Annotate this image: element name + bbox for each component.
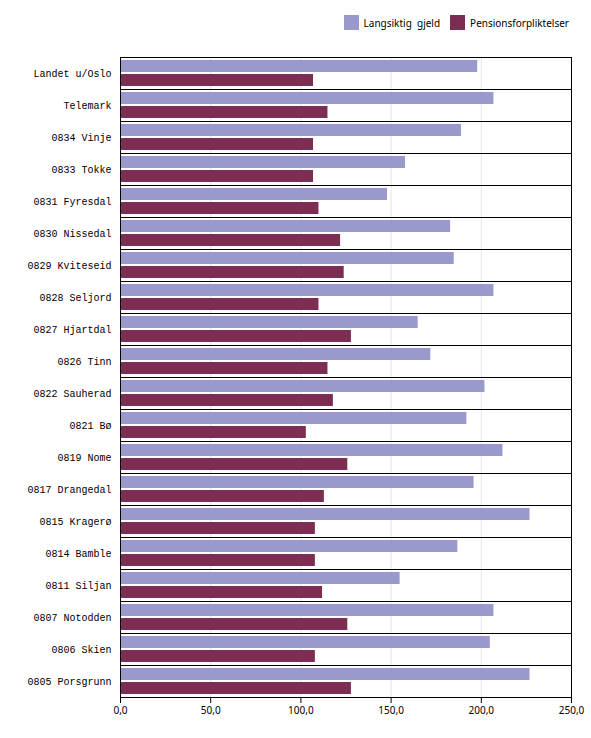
svg-text:0817 Drangedal: 0817 Drangedal (27, 485, 111, 496)
svg-text:0811 Siljan: 0811 Siljan (45, 581, 111, 592)
svg-text:0805 Porsgrunn: 0805 Porsgrunn (27, 677, 111, 688)
svg-text:0815 Kragerø: 0815 Kragerø (39, 517, 111, 528)
svg-text:100,0: 100,0 (288, 703, 314, 717)
svg-text:0827 Hjartdal: 0827 Hjartdal (33, 325, 111, 336)
svg-text:0,0: 0,0 (113, 703, 127, 717)
svg-text:0828 Seljord: 0828 Seljord (39, 293, 111, 304)
html-text:Langsiktig gjeld: Langsiktig gjeld (363, 15, 441, 30)
html-text:Pensionsforpliktelser: Pensionsforpliktelser (470, 15, 569, 30)
svg-text:0819 Nome: 0819 Nome (57, 453, 111, 464)
svg-text:0830 Nissedal: 0830 Nissedal (33, 229, 111, 240)
svg-text:0814 Bamble: 0814 Bamble (45, 549, 111, 560)
svg-text:0822 Sauherad: 0822 Sauherad (33, 389, 111, 400)
svg-text:0807 Notodden: 0807 Notodden (33, 613, 111, 624)
svg-text:0834 Vinje: 0834 Vinje (51, 133, 111, 144)
svg-text:200,0: 200,0 (469, 703, 495, 717)
svg-text:150,0: 150,0 (378, 703, 404, 717)
svg-text:Telemark: Telemark (63, 101, 111, 112)
svg-text:0829 Kviteseid: 0829 Kviteseid (27, 261, 111, 272)
svg-text:Landet u/Oslo: Landet u/Oslo (33, 69, 111, 80)
svg-text:50,0: 50,0 (201, 703, 221, 717)
svg-text:0826 Tinn: 0826 Tinn (57, 357, 111, 368)
svg-text:0821 Bø: 0821 Bø (69, 421, 111, 432)
svg-text:0831 Fyresdal: 0831 Fyresdal (33, 197, 111, 208)
svg-text:250,0: 250,0 (559, 703, 585, 717)
svg-text:0833 Tokke: 0833 Tokke (51, 165, 111, 176)
svg-text:0806 Skien: 0806 Skien (51, 645, 111, 656)
